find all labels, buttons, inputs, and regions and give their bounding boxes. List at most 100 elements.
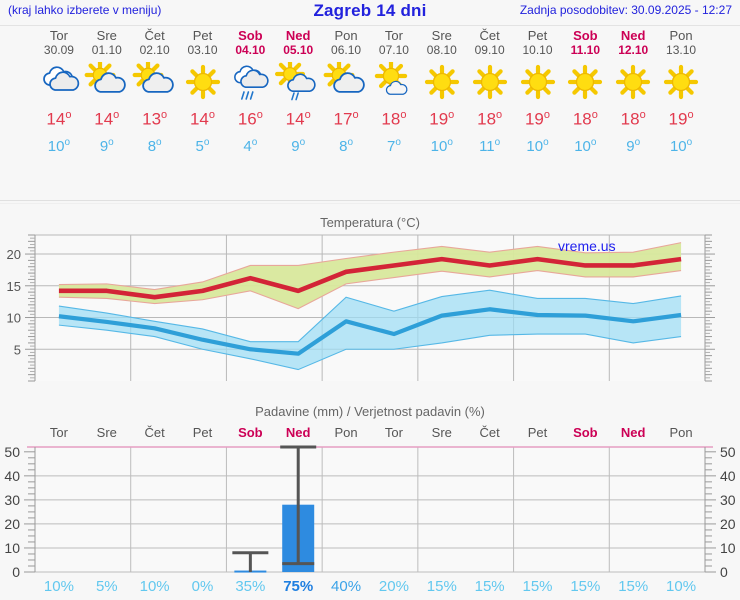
precipitation-day-label: Pon xyxy=(334,425,358,440)
day-of-week: Sob xyxy=(238,28,263,43)
sunny-icon xyxy=(559,61,611,103)
temp-min: 9o xyxy=(291,136,306,155)
svg-text:50: 50 xyxy=(4,444,20,460)
day-column: Ned 12.10 18o 9o xyxy=(607,28,659,158)
precipitation-day-label: Pon xyxy=(669,425,693,440)
svg-text:30: 30 xyxy=(4,492,20,508)
day-date: 03.10 xyxy=(187,43,218,57)
temp-max: 19o xyxy=(668,109,694,129)
partly-sunny-icon xyxy=(81,61,133,103)
svg-text:15: 15 xyxy=(7,279,21,294)
day-of-week: Sre xyxy=(431,28,452,43)
day-of-week: Čet xyxy=(479,28,500,43)
day-of-week: Pon xyxy=(334,28,358,43)
header-divider xyxy=(0,25,740,26)
day-of-week: Tor xyxy=(384,28,403,43)
temp-max: 18o xyxy=(381,109,407,129)
temp-max: 17o xyxy=(333,109,359,129)
precipitation-day-label: Ned xyxy=(285,425,311,440)
day-of-week: Čet xyxy=(144,28,165,43)
partly-sunny-icon xyxy=(129,61,181,103)
day-of-week: Ned xyxy=(620,28,646,43)
day-column: Pon 06.10 17o 8o xyxy=(320,28,372,158)
temp-max: 18o xyxy=(477,109,503,129)
precipitation-probability: 15% xyxy=(570,578,601,595)
svg-text:0: 0 xyxy=(720,564,728,579)
temp-min: 9o xyxy=(99,136,114,155)
header-bar: (kraj lahko izberete v meniju) Zagreb 14… xyxy=(0,0,740,22)
precipitation-probability: 75% xyxy=(283,578,314,595)
location-hint: (kraj lahko izberete v meniju) xyxy=(8,3,162,17)
precipitation-chart: Padavine (mm) / Verjetnost padavin (%) T… xyxy=(0,400,740,600)
svg-text:20: 20 xyxy=(720,516,736,532)
precipitation-day-label: Sre xyxy=(96,425,117,440)
day-of-week: Pon xyxy=(669,28,693,43)
sunny-icon xyxy=(416,61,468,103)
precipitation-day-label: Tor xyxy=(384,425,403,440)
partly-sunny-icon xyxy=(320,61,372,103)
sun-small-cloud-icon xyxy=(368,61,420,103)
day-of-week: Ned xyxy=(285,28,311,43)
temp-max: 13o xyxy=(142,109,168,129)
day-date: 01.10 xyxy=(91,43,122,57)
svg-text:10: 10 xyxy=(720,540,736,556)
day-date: 13.10 xyxy=(666,43,697,57)
temp-max: 16o xyxy=(237,109,263,129)
cloudy-icon xyxy=(33,61,85,103)
day-date: 05.10 xyxy=(283,43,314,57)
precipitation-day-label: Pet xyxy=(192,425,213,440)
precipitation-chart-title: Padavine (mm) / Verjetnost padavin (%) xyxy=(255,404,485,419)
day-column: Tor 07.10 18o 7o xyxy=(368,28,420,158)
precipitation-probability-row: 10% 5% 10% 0% 35% 75% 40% 20% 15% 15% 15% 15% 15% 10% xyxy=(0,578,740,598)
precipitation-day-label: Sob xyxy=(573,425,598,440)
temperature-chart-title: Temperatura (°C) xyxy=(320,215,420,230)
day-of-week: Tor xyxy=(49,28,68,43)
svg-text:5: 5 xyxy=(14,342,21,357)
svg-text:10: 10 xyxy=(4,540,20,556)
precipitation-probability: 10% xyxy=(43,578,74,595)
precipitation-probability: 10% xyxy=(139,578,170,595)
svg-text:20: 20 xyxy=(7,247,21,262)
temp-min: 9o xyxy=(626,136,641,155)
day-column: Čet 09.10 18o 11o xyxy=(464,28,516,158)
sunny-icon xyxy=(177,61,229,103)
svg-text:0: 0 xyxy=(12,564,20,579)
precipitation-probability: 15% xyxy=(426,578,457,595)
day-date: 07.10 xyxy=(378,43,409,57)
day-column: Sre 08.10 19o 10o xyxy=(416,28,468,158)
temp-max: 14o xyxy=(94,109,120,129)
sunny-icon xyxy=(512,61,564,103)
precipitation-probability: 10% xyxy=(666,578,697,595)
day-date: 09.10 xyxy=(474,43,505,57)
temp-max: 14o xyxy=(285,109,311,129)
temperature-plot: 5 10 15 20 xyxy=(7,234,715,382)
temp-max: 18o xyxy=(620,109,646,129)
last-update-label: Zadnja posodobitev: 30.09.2025 - 12:27 xyxy=(519,3,732,17)
temp-max: 14o xyxy=(46,109,72,129)
temp-min: 4o xyxy=(243,136,258,155)
precipitation-plot: 0 0 10 10 20 20 30 30 40 40 50 50 xyxy=(4,444,736,579)
precipitation-day-labels: Tor Sre Čet Pet Sob Ned Pon Tor Sre Čet Pet Sob Ned P… xyxy=(0,425,740,443)
precipitation-probability: 15% xyxy=(474,578,505,595)
temp-max: 19o xyxy=(524,109,551,129)
precipitation-probability: 35% xyxy=(235,578,266,595)
temp-min: 7o xyxy=(386,136,401,155)
precipitation-day-label: Čet xyxy=(479,425,500,440)
day-column: Pon 13.10 19o 10o xyxy=(655,28,707,158)
day-date: 02.10 xyxy=(139,43,170,57)
section-divider-1 xyxy=(0,200,740,201)
precipitation-day-label: Tor xyxy=(49,425,68,440)
temp-max: 14o xyxy=(189,109,216,129)
sunny-icon xyxy=(464,61,516,103)
sun-rain-icon xyxy=(272,61,324,103)
section-divider-2 xyxy=(0,203,740,204)
day-date: 11.10 xyxy=(570,43,601,57)
day-of-week: Sob xyxy=(573,28,598,43)
precipitation-probability: 20% xyxy=(378,578,409,595)
rain-icon xyxy=(224,61,276,103)
day-column: Čet 02.10 13o 8o xyxy=(129,28,181,158)
sunny-icon xyxy=(607,61,659,103)
precipitation-probability: 15% xyxy=(618,578,649,595)
day-date: 10.10 xyxy=(522,43,553,57)
